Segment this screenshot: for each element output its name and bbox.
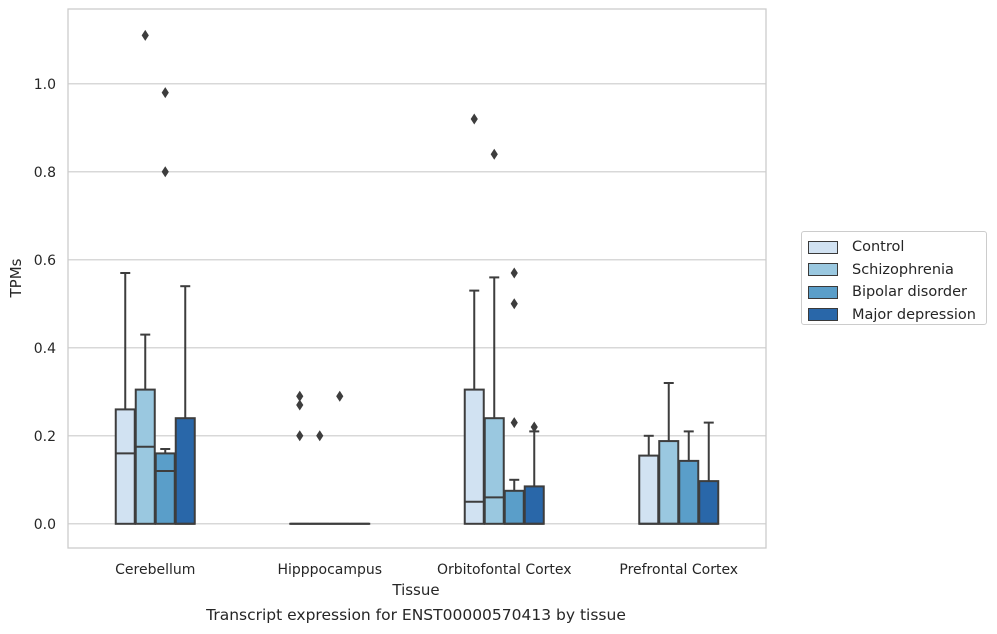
box-schizophrenia	[134, 29, 156, 525]
legend-item: Major depression	[808, 304, 986, 327]
y-tick-label: 1.0	[34, 77, 56, 93]
box-schizophrenia	[658, 382, 680, 525]
legend-swatch	[808, 263, 838, 277]
y-tick-label: 0.6	[34, 253, 56, 269]
legend-item: Bipolar disorder	[808, 281, 986, 304]
box-body	[523, 485, 545, 525]
box-control	[289, 390, 311, 525]
box-major-depression	[523, 421, 545, 525]
legend-swatch	[808, 240, 838, 254]
outlier-point	[141, 29, 149, 41]
outlier-point	[530, 421, 538, 433]
outlier-point	[161, 87, 169, 99]
x-tick-label: Prefrontal Cortex	[619, 562, 738, 578]
box-bipolar-disorder	[154, 87, 176, 525]
outlier-point	[161, 166, 169, 178]
box-schizophrenia	[483, 148, 505, 525]
outlier-point	[296, 399, 304, 411]
x-tick-label: Cerebellum	[115, 562, 195, 578]
legend-label: Schizophrenia	[852, 261, 954, 278]
box-body	[114, 408, 136, 525]
box-schizophrenia	[309, 430, 331, 525]
box-body	[154, 452, 176, 525]
outlier-point	[490, 148, 498, 160]
y-tick-label: 0.8	[34, 165, 56, 181]
y-tick-label: 0.4	[34, 341, 56, 357]
outlier-point	[296, 430, 304, 442]
outlier-point	[470, 113, 478, 125]
chart-caption: Transcript expression for ENST0000057041…	[206, 606, 626, 624]
x-axis-label: Tissue	[391, 581, 439, 599]
box-body	[503, 489, 525, 525]
legend-label: Bipolar disorder	[852, 284, 967, 301]
box-bipolar-disorder	[678, 430, 700, 525]
legend-item: Control	[808, 236, 986, 259]
outlier-point	[510, 417, 518, 429]
box-body	[698, 480, 720, 525]
y-tick-label: 0.0	[34, 517, 56, 533]
box-body	[174, 417, 196, 525]
x-tick-label: Orbitofontal Cortex	[437, 562, 572, 578]
box-body	[483, 417, 505, 525]
legend-item: Schizophrenia	[808, 259, 986, 282]
legend-label: Control	[852, 239, 905, 256]
box-control	[638, 434, 660, 525]
outlier-point	[510, 298, 518, 310]
legend-label: Major depression	[852, 306, 976, 323]
y-tick-labels: 0.0 0.2 0.4 0.6 0.8 1.0	[34, 77, 56, 533]
box-control	[114, 272, 136, 525]
box-major-depression	[698, 421, 720, 525]
box-body	[678, 459, 700, 525]
x-tick-label: Hipppocampus	[277, 562, 382, 578]
y-axis-label: TPMs	[7, 258, 25, 298]
box-bipolar-disorder	[329, 390, 351, 525]
box-series	[114, 29, 720, 525]
legend-swatch	[808, 308, 838, 322]
box-bipolar-disorder	[503, 267, 525, 525]
x-tick-labels: Cerebellum Hipppocampus Orbitofontal Corte…	[115, 562, 738, 578]
box-body	[638, 454, 660, 525]
box-control	[463, 113, 485, 525]
box-body	[658, 440, 680, 525]
legend-swatch	[808, 285, 838, 299]
outlier-point	[316, 430, 324, 442]
outlier-point	[510, 267, 518, 279]
box-body	[134, 388, 156, 525]
outlier-point	[336, 390, 344, 402]
box-major-depression	[174, 285, 196, 525]
box-body	[463, 388, 485, 525]
y-tick-label: 0.2	[34, 429, 56, 445]
plot-area-frame	[67, 8, 767, 549]
outlier-point	[296, 390, 304, 402]
legend: Control Schizophrenia Bipolar disorder Majo…	[801, 231, 987, 325]
